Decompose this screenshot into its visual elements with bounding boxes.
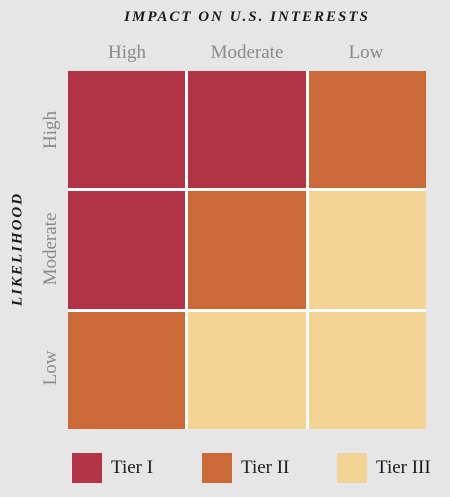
legend-item-tier-3: Tier III (337, 452, 431, 484)
matrix-cell-high-low (308, 71, 426, 189)
tier-legend: Tier I Tier II Tier III (72, 452, 442, 484)
column-label-high: High (108, 42, 146, 63)
matrix-cell-moderate-low (308, 191, 426, 309)
tier-1-label: Tier I (111, 457, 154, 478)
matrix-cell-moderate-moderate (188, 191, 306, 309)
likelihood-axis-title: LIKELIHOOD (9, 191, 26, 307)
column-label-low: Low (348, 42, 384, 63)
row-label-moderate: Moderate (40, 212, 61, 286)
tier-3-label: Tier III (376, 457, 431, 478)
impact-axis-title: IMPACT ON U.S. INTERESTS (124, 9, 370, 25)
matrix-cell-high-high (68, 71, 186, 189)
tier-2-label: Tier II (241, 457, 290, 478)
tier-2-swatch (202, 453, 232, 483)
matrix-cell-moderate-high (68, 191, 186, 309)
tier-1-swatch (72, 453, 102, 483)
risk-matrix-grid (68, 71, 426, 429)
tier-3-swatch (337, 453, 367, 483)
matrix-cell-low-moderate (188, 311, 306, 429)
legend-item-tier-2: Tier II (202, 452, 289, 484)
column-label-moderate: Moderate (210, 42, 284, 63)
matrix-cell-low-high (68, 311, 186, 429)
row-label-high: High (40, 111, 61, 149)
legend-item-tier-1: Tier I (72, 452, 153, 484)
matrix-cell-high-moderate (188, 71, 306, 189)
row-label-low: Low (40, 350, 61, 386)
matrix-cell-low-low (308, 311, 426, 429)
